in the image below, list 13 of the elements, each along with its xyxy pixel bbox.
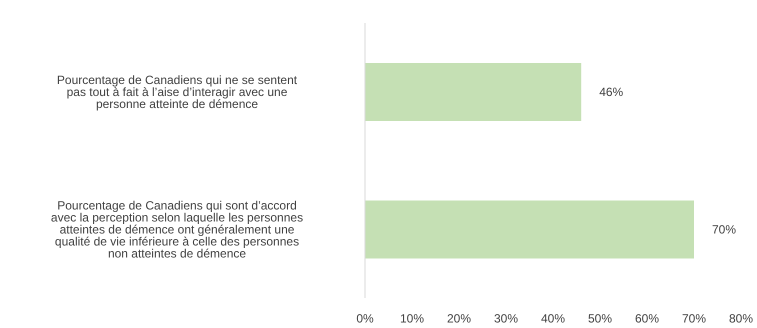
x-tick-label: 30% [494,312,518,326]
x-tick-label: 20% [446,312,472,326]
x-tick-label: 40% [540,312,566,326]
x-tick-label: 80% [728,312,754,326]
x-tick-label: 50% [588,312,612,326]
y-tick-label: Pourcentage de Canadiens qui sont d’accord avec la perception selon laquelle les personnes atteintes de démence ont généralement une qualité de vie inférieure à celle des personnes non atteintes de démence [50,198,304,261]
y-tick-label: Pourcentage de Canadiens qui ne se sentent pas tout à fait à l’aise d’interagir avec une personne atteinte de démence [56,73,298,112]
data-label: 46% [599,85,624,99]
x-tick-label: 0% [356,312,374,326]
x-tick-label: 70% [682,312,706,326]
data-label: 70% [712,222,736,236]
x-tick-label: 10% [400,312,424,326]
x-tick-label: 60% [634,312,660,326]
